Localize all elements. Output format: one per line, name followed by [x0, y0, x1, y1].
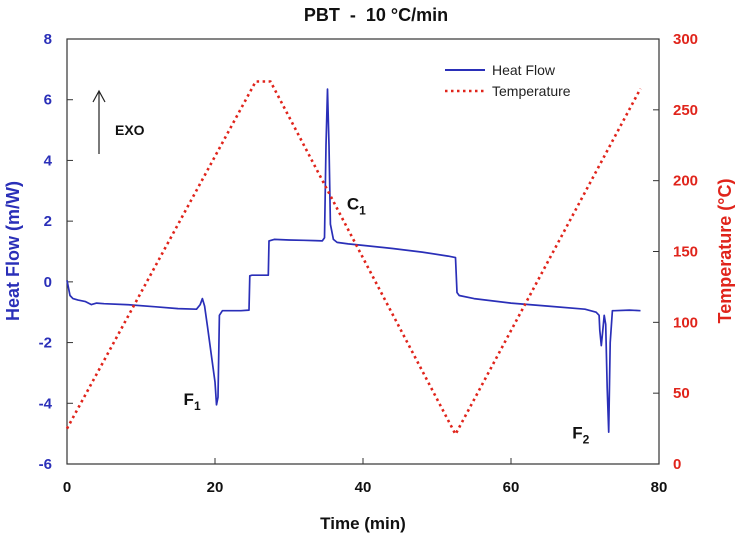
legend-label-heat-flow: Heat Flow — [492, 62, 556, 78]
x-axis-ticks: 0 20 40 60 80 — [63, 458, 668, 496]
annotation-f1: F1 — [184, 390, 201, 413]
y-left-tick-label: -4 — [39, 395, 53, 412]
x-axis-title: Time (min) — [320, 514, 406, 533]
y-left-tick-label: -6 — [39, 456, 52, 473]
exo-indicator: EXO — [92, 89, 145, 154]
x-tick-label: 40 — [355, 479, 372, 496]
y-left-tick-label: 4 — [44, 152, 53, 169]
legend-label-temperature: Temperature — [492, 83, 571, 99]
y-right-tick-label: 300 — [673, 31, 698, 48]
y-right-tick-label: 250 — [673, 102, 698, 119]
exo-label: EXO — [115, 122, 145, 138]
series-temperature — [65, 80, 642, 436]
annotation-f2: F2 — [572, 424, 589, 447]
y-left-tick-label: 6 — [44, 92, 52, 109]
y-right-tick-label: 100 — [673, 314, 698, 331]
plot-area — [66, 38, 660, 465]
y-right-tick-label: 150 — [673, 244, 698, 261]
x-tick-label: 80 — [651, 479, 668, 496]
right-axis-ticks: 0 50 100 150 200 250 300 — [653, 31, 698, 473]
y-left-tick-label: 8 — [44, 31, 52, 48]
legend: Heat Flow Temperature — [445, 62, 571, 99]
x-tick-label: 60 — [503, 479, 520, 496]
x-tick-label: 0 — [63, 479, 71, 496]
series-heat-flow — [66, 88, 641, 433]
y-right-tick-label: 0 — [673, 456, 681, 473]
y-right-tick-label: 50 — [673, 385, 690, 402]
plot-frame — [66, 38, 660, 465]
annotation-c1: C1 — [347, 194, 366, 217]
chart-title: PBT - 10 °C/min — [304, 5, 448, 25]
y-left-tick-label: 2 — [44, 213, 52, 230]
y-left-tick-label: -2 — [39, 335, 52, 352]
exo-arrow-head — [92, 89, 106, 103]
y-left-tick-label: 0 — [44, 274, 52, 291]
y-axis-right-title: Temperature (°C) — [715, 179, 735, 324]
x-tick-label: 20 — [207, 479, 224, 496]
peak-annotations: F1 C1 F2 — [184, 194, 590, 446]
y-right-tick-label: 200 — [673, 173, 698, 190]
left-axis-ticks: -6 -4 -2 0 2 4 6 8 — [39, 31, 73, 473]
y-axis-left-title: Heat Flow (m/W) — [3, 181, 23, 321]
series-layer — [65, 80, 642, 436]
